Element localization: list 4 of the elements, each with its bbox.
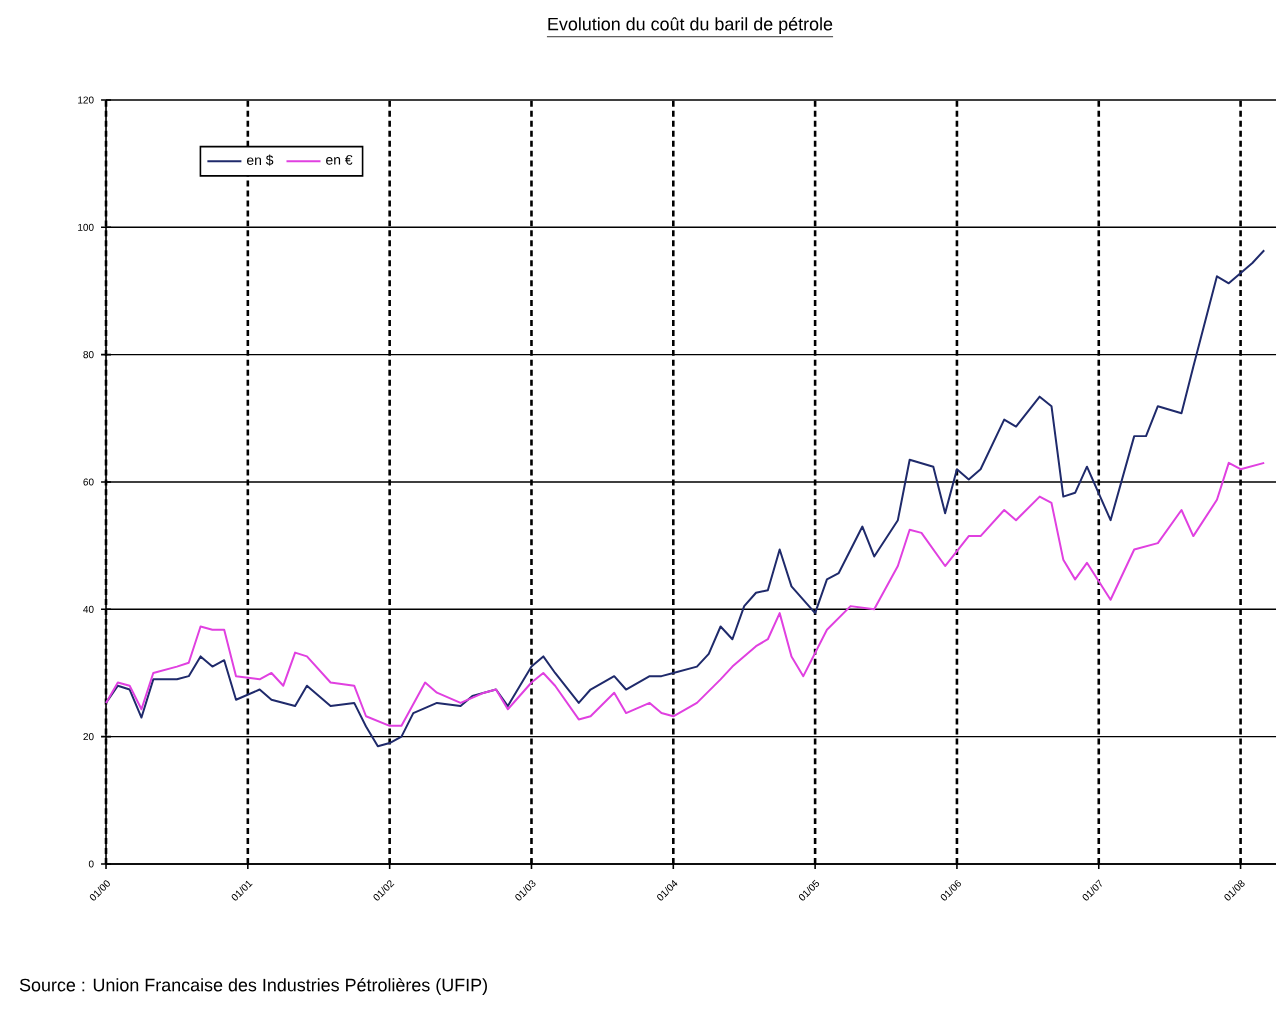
source-note: Source : Union Francaise des Industries Pétrolières (UFIP): [19, 978, 487, 995]
line-series: [105, 249, 1266, 748]
chart-title: Evolution du coût du baril de pétrole: [548, 17, 833, 34]
line-series: [105, 461, 1266, 727]
